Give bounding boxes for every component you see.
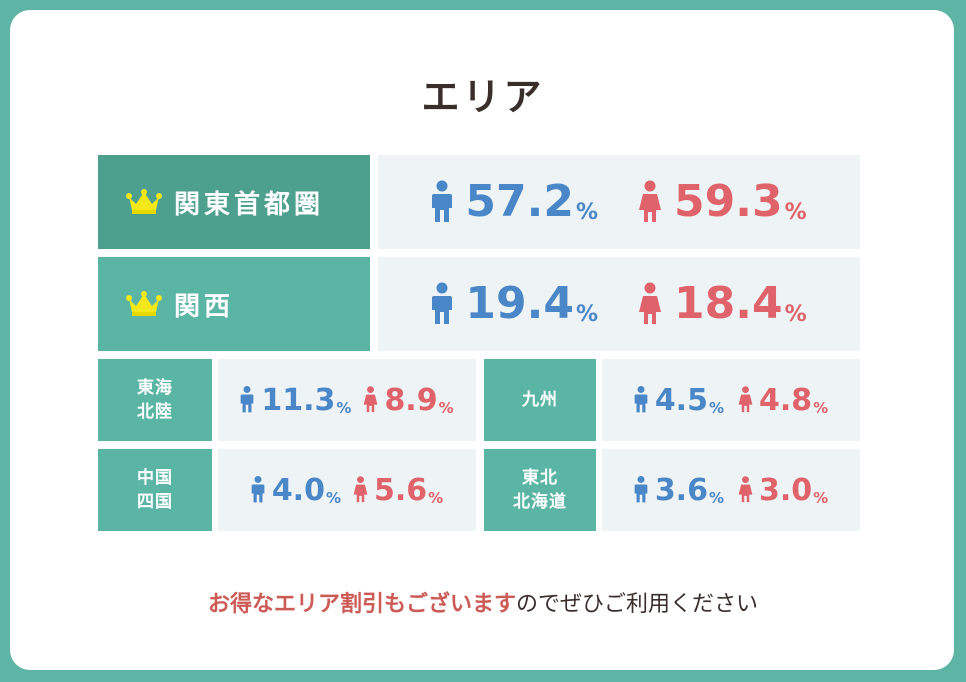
male-value: 57.2 bbox=[465, 176, 574, 227]
region-values-tohoku-hokkaido: 3.6 % 3.0 % bbox=[602, 449, 860, 531]
region-name: 関東首都圏 bbox=[174, 189, 325, 220]
female-value: 59.3 bbox=[674, 176, 783, 227]
region-label-kyushu: 九州 bbox=[484, 359, 596, 441]
region-name-line1: 東海 bbox=[137, 378, 173, 398]
male-value: 3.6 bbox=[654, 473, 708, 508]
region-label-kanto: 関東首都圏 bbox=[98, 155, 370, 249]
region-label-chugoku-shikoku: 中国 四国 bbox=[98, 449, 212, 531]
male-unit: % bbox=[336, 399, 352, 417]
female-unit: % bbox=[428, 489, 444, 507]
region-label-tohoku-hokkaido: 東北 北海道 bbox=[484, 449, 596, 531]
region-name-line1: 東北 bbox=[522, 468, 558, 488]
female-stat: 3.0 % bbox=[738, 474, 828, 506]
male-stat: 4.5 % bbox=[634, 384, 724, 416]
male-stat: 11.3 % bbox=[240, 384, 351, 416]
female-icon bbox=[738, 386, 753, 413]
region-name-line1: 中国 bbox=[137, 468, 173, 488]
region-label-tokai-hokuriku: 東海 北陸 bbox=[98, 359, 212, 441]
region-name-line2: 北海道 bbox=[513, 492, 567, 512]
region-values-tokai-hokuriku: 11.3 % 8.9 % bbox=[218, 359, 476, 441]
male-value: 19.4 bbox=[465, 278, 574, 329]
male-icon bbox=[251, 475, 265, 503]
region-values-kanto: 57.2 % 59.3 % bbox=[378, 155, 860, 249]
female-icon bbox=[364, 386, 378, 413]
female-stat: 5.6 % bbox=[353, 474, 443, 506]
male-value: 4.0 bbox=[271, 473, 325, 508]
female-icon bbox=[639, 282, 661, 324]
male-stat: 4.0 % bbox=[251, 474, 341, 506]
crown-icon bbox=[126, 291, 162, 316]
female-icon bbox=[639, 180, 661, 222]
male-unit: % bbox=[325, 489, 341, 507]
female-stat: 4.8 % bbox=[738, 384, 828, 416]
female-unit: % bbox=[813, 399, 829, 417]
female-unit: % bbox=[784, 302, 807, 327]
female-unit: % bbox=[784, 200, 807, 225]
female-value: 18.4 bbox=[674, 278, 783, 329]
region-name-line1: 九州 bbox=[522, 390, 558, 410]
male-unit: % bbox=[575, 200, 598, 225]
male-icon bbox=[634, 385, 648, 413]
male-icon bbox=[432, 282, 453, 324]
discount-note-rest: のでぜひご利用ください bbox=[516, 592, 759, 617]
female-value: 5.6 bbox=[374, 473, 428, 508]
female-icon bbox=[738, 476, 753, 503]
region-values-kansai: 19.4 % 18.4 % bbox=[378, 257, 860, 351]
female-unit: % bbox=[813, 489, 829, 507]
region-values-kyushu: 4.5 % 4.8 % bbox=[602, 359, 860, 441]
region-name-line2: 北陸 bbox=[137, 402, 173, 422]
male-icon bbox=[432, 180, 453, 222]
male-value: 11.3 bbox=[261, 383, 336, 418]
region-values-chugoku-shikoku: 4.0 % 5.6 % bbox=[218, 449, 476, 531]
male-unit: % bbox=[575, 302, 598, 327]
region-name-line2: 四国 bbox=[137, 492, 173, 512]
region-name: 関西 bbox=[174, 291, 235, 322]
female-stat: 59.3 % bbox=[638, 180, 807, 224]
female-icon bbox=[353, 476, 368, 503]
female-unit: % bbox=[438, 399, 454, 417]
female-stat: 8.9 % bbox=[363, 383, 454, 418]
female-value: 3.0 bbox=[759, 473, 813, 508]
male-icon bbox=[241, 385, 254, 413]
male-stat: 19.4 % bbox=[431, 282, 598, 326]
female-value: 8.9 bbox=[384, 383, 438, 418]
male-value: 4.5 bbox=[654, 383, 708, 418]
female-value: 4.8 bbox=[759, 383, 813, 418]
female-stat: 18.4 % bbox=[638, 282, 807, 326]
male-icon bbox=[634, 475, 648, 503]
crown-icon bbox=[126, 189, 162, 214]
section-title: エリア bbox=[421, 75, 545, 119]
region-label-kansai: 関西 bbox=[98, 257, 370, 351]
male-stat: 57.2 % bbox=[431, 180, 598, 224]
male-stat: 3.6 % bbox=[634, 474, 724, 506]
male-unit: % bbox=[708, 399, 724, 417]
discount-note: お得なエリア割引もございますのでぜひご利用ください bbox=[0, 586, 966, 618]
male-unit: % bbox=[708, 489, 724, 507]
discount-note-highlight: お得なエリア割引もございます bbox=[207, 592, 516, 617]
